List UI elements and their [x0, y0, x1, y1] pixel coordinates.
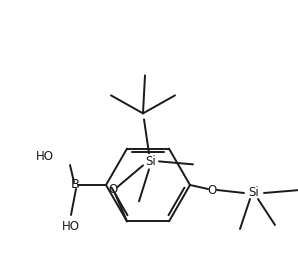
Text: HO: HO: [62, 220, 80, 233]
Text: O: O: [207, 184, 217, 196]
Text: Si: Si: [249, 187, 259, 199]
Text: O: O: [108, 183, 118, 196]
Text: B: B: [70, 178, 80, 191]
Text: Si: Si: [146, 155, 156, 168]
Text: HO: HO: [36, 150, 54, 163]
